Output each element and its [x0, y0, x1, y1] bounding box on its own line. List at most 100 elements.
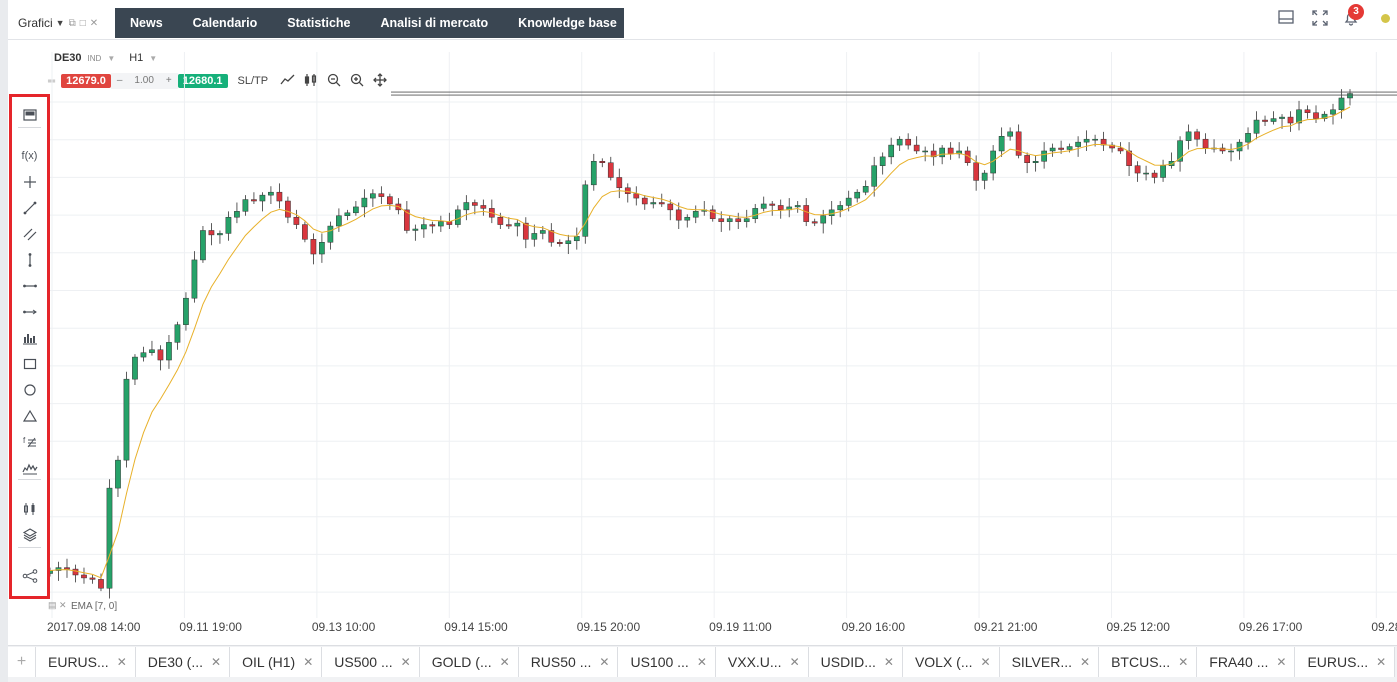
circle-icon[interactable] — [12, 380, 47, 400]
sell-button[interactable]: 12679.0 — [61, 74, 111, 88]
volume-minus[interactable]: – — [110, 73, 129, 89]
wave-icon[interactable] — [12, 458, 47, 478]
candle-type-icon[interactable] — [304, 73, 318, 90]
indicator-settings-icon[interactable]: ▤ ✕ — [48, 600, 67, 610]
candle-down — [1151, 172, 1158, 178]
nav-statistiche[interactable]: Statistiche — [287, 16, 351, 30]
candle-down — [276, 191, 283, 202]
price-chart[interactable]: 2017.09.08 14:00 09.11 19:00 09.13 10:00 09… — [46, 40, 1397, 645]
sltp-button[interactable]: SL/TP — [237, 75, 269, 87]
candle-up — [650, 202, 657, 205]
symbol-name[interactable]: DE30 — [54, 52, 82, 64]
close-icon[interactable]: ✕ — [883, 655, 894, 669]
close-icon[interactable]: ✕ — [789, 655, 800, 669]
nav-analisi[interactable]: Analisi di mercato — [380, 16, 489, 30]
zoom-in-icon[interactable] — [350, 73, 364, 90]
candles-icon[interactable] — [12, 499, 47, 519]
add-tab-button[interactable]: + — [8, 647, 36, 677]
fullscreen-icon[interactable] — [1310, 10, 1330, 30]
timeframe-dropdown-icon[interactable]: ▼ — [149, 53, 158, 63]
chart-tab[interactable]: US500 ... ✕ — [322, 647, 420, 677]
candle-up — [1168, 161, 1175, 166]
candle-up — [837, 205, 844, 211]
close-icon[interactable]: ✕ — [1080, 655, 1091, 669]
candle-up — [794, 205, 801, 208]
chart-tab[interactable]: EURUS... ✕ — [36, 647, 136, 677]
close-icon[interactable]: ✕ — [499, 655, 510, 669]
close-icon[interactable]: ✕ — [89, 17, 99, 29]
pan-icon[interactable] — [373, 72, 387, 90]
chart-tab[interactable]: RUS50 ... ✕ — [518, 647, 619, 677]
nav-knowledge-base[interactable]: Knowledge base — [518, 16, 617, 30]
close-icon[interactable]: ✕ — [1178, 655, 1189, 669]
channel-icon[interactable] — [12, 224, 47, 244]
buy-button[interactable]: 12680.1 — [177, 74, 228, 88]
chart-type-icon[interactable] — [12, 105, 47, 125]
close-icon[interactable]: ✕ — [980, 655, 991, 669]
rectangle-icon[interactable] — [12, 354, 47, 374]
nav-news[interactable]: News — [130, 16, 163, 30]
symbol-dropdown-icon[interactable]: ▼ — [107, 53, 116, 63]
chart-tab[interactable]: DE30 (... ✕ — [135, 647, 231, 677]
ray-icon[interactable] — [12, 302, 47, 322]
candle-down — [72, 568, 79, 576]
volume-plus[interactable]: + — [159, 73, 178, 89]
toolbar-separator — [18, 547, 41, 548]
candle-up — [463, 202, 470, 211]
chart-tab-label: US500 ... — [334, 654, 393, 670]
trendline-icon[interactable] — [12, 198, 47, 218]
candle-down — [624, 187, 631, 194]
close-icon[interactable]: ✕ — [400, 655, 411, 669]
candle-up — [845, 197, 852, 206]
candle-down — [1304, 109, 1311, 113]
candle-down — [480, 205, 487, 209]
share-icon[interactable] — [12, 566, 47, 586]
close-icon[interactable]: ✕ — [1376, 655, 1387, 669]
candle-up — [268, 191, 274, 196]
grafici-tab[interactable]: Grafici ▼ ⧉ □ ✕ — [8, 8, 115, 38]
chart-tab[interactable]: EURUS... ✕ — [1295, 647, 1396, 677]
horizontal-line-icon[interactable] — [12, 276, 47, 296]
crosshair-icon[interactable] — [12, 172, 47, 192]
nav-calendario[interactable]: Calendario — [192, 16, 258, 30]
line-chart-icon[interactable] — [280, 74, 295, 89]
timeframe[interactable]: H1 — [129, 52, 144, 64]
candle-up — [1270, 118, 1277, 122]
chart-tab[interactable]: BTCUS... ✕ — [1099, 647, 1198, 677]
vertical-line-icon[interactable] — [12, 250, 47, 270]
candle-up — [922, 150, 929, 153]
zoom-out-icon[interactable] — [327, 73, 341, 90]
layout-icon[interactable] — [1276, 10, 1296, 30]
chart-tab[interactable]: OIL (H1) ✕ — [230, 647, 323, 677]
close-icon[interactable]: ✕ — [1276, 655, 1287, 669]
chart-tab[interactable]: GOLD (... ✕ — [419, 647, 519, 677]
close-icon[interactable]: ✕ — [599, 655, 610, 669]
layers-icon[interactable] — [12, 525, 47, 545]
close-icon[interactable]: ✕ — [211, 655, 222, 669]
fibonacci-icon[interactable]: f — [12, 432, 47, 452]
function-icon[interactable]: f(x) — [21, 150, 38, 162]
chart-tab[interactable]: US100 ... ✕ — [618, 647, 716, 677]
candle-up — [319, 242, 325, 255]
close-icon[interactable]: ✕ — [696, 655, 707, 669]
candle-down — [285, 200, 291, 218]
popout-icon[interactable]: ⧉ — [68, 17, 76, 29]
x-tick-label: 09.25 12:00 — [1106, 620, 1170, 634]
chart-tab[interactable]: VXX.U... ✕ — [715, 647, 809, 677]
caret-down-icon[interactable]: ▼ — [55, 18, 65, 28]
close-icon[interactable]: ✕ — [303, 655, 314, 669]
volume-bars-icon[interactable] — [12, 328, 47, 348]
chart-tab[interactable]: USDID... ✕ — [808, 647, 903, 677]
triangle-icon[interactable] — [12, 406, 47, 426]
candle-up — [336, 215, 342, 227]
chart-tab[interactable]: VOLX (... ✕ — [902, 647, 1000, 677]
close-icon[interactable]: ✕ — [116, 655, 127, 669]
candle-up — [862, 186, 869, 193]
maximize-icon[interactable]: □ — [79, 17, 86, 29]
indicator-label[interactable]: EMA [7, 0] — [71, 601, 117, 612]
chart-tab[interactable]: FRA40 ... ✕ — [1197, 647, 1296, 677]
ema-line — [49, 106, 1351, 579]
candle-down — [947, 147, 954, 155]
volume-input[interactable]: 1.00 — [128, 73, 160, 89]
chart-tab[interactable]: SILVER... ✕ — [999, 647, 1100, 677]
